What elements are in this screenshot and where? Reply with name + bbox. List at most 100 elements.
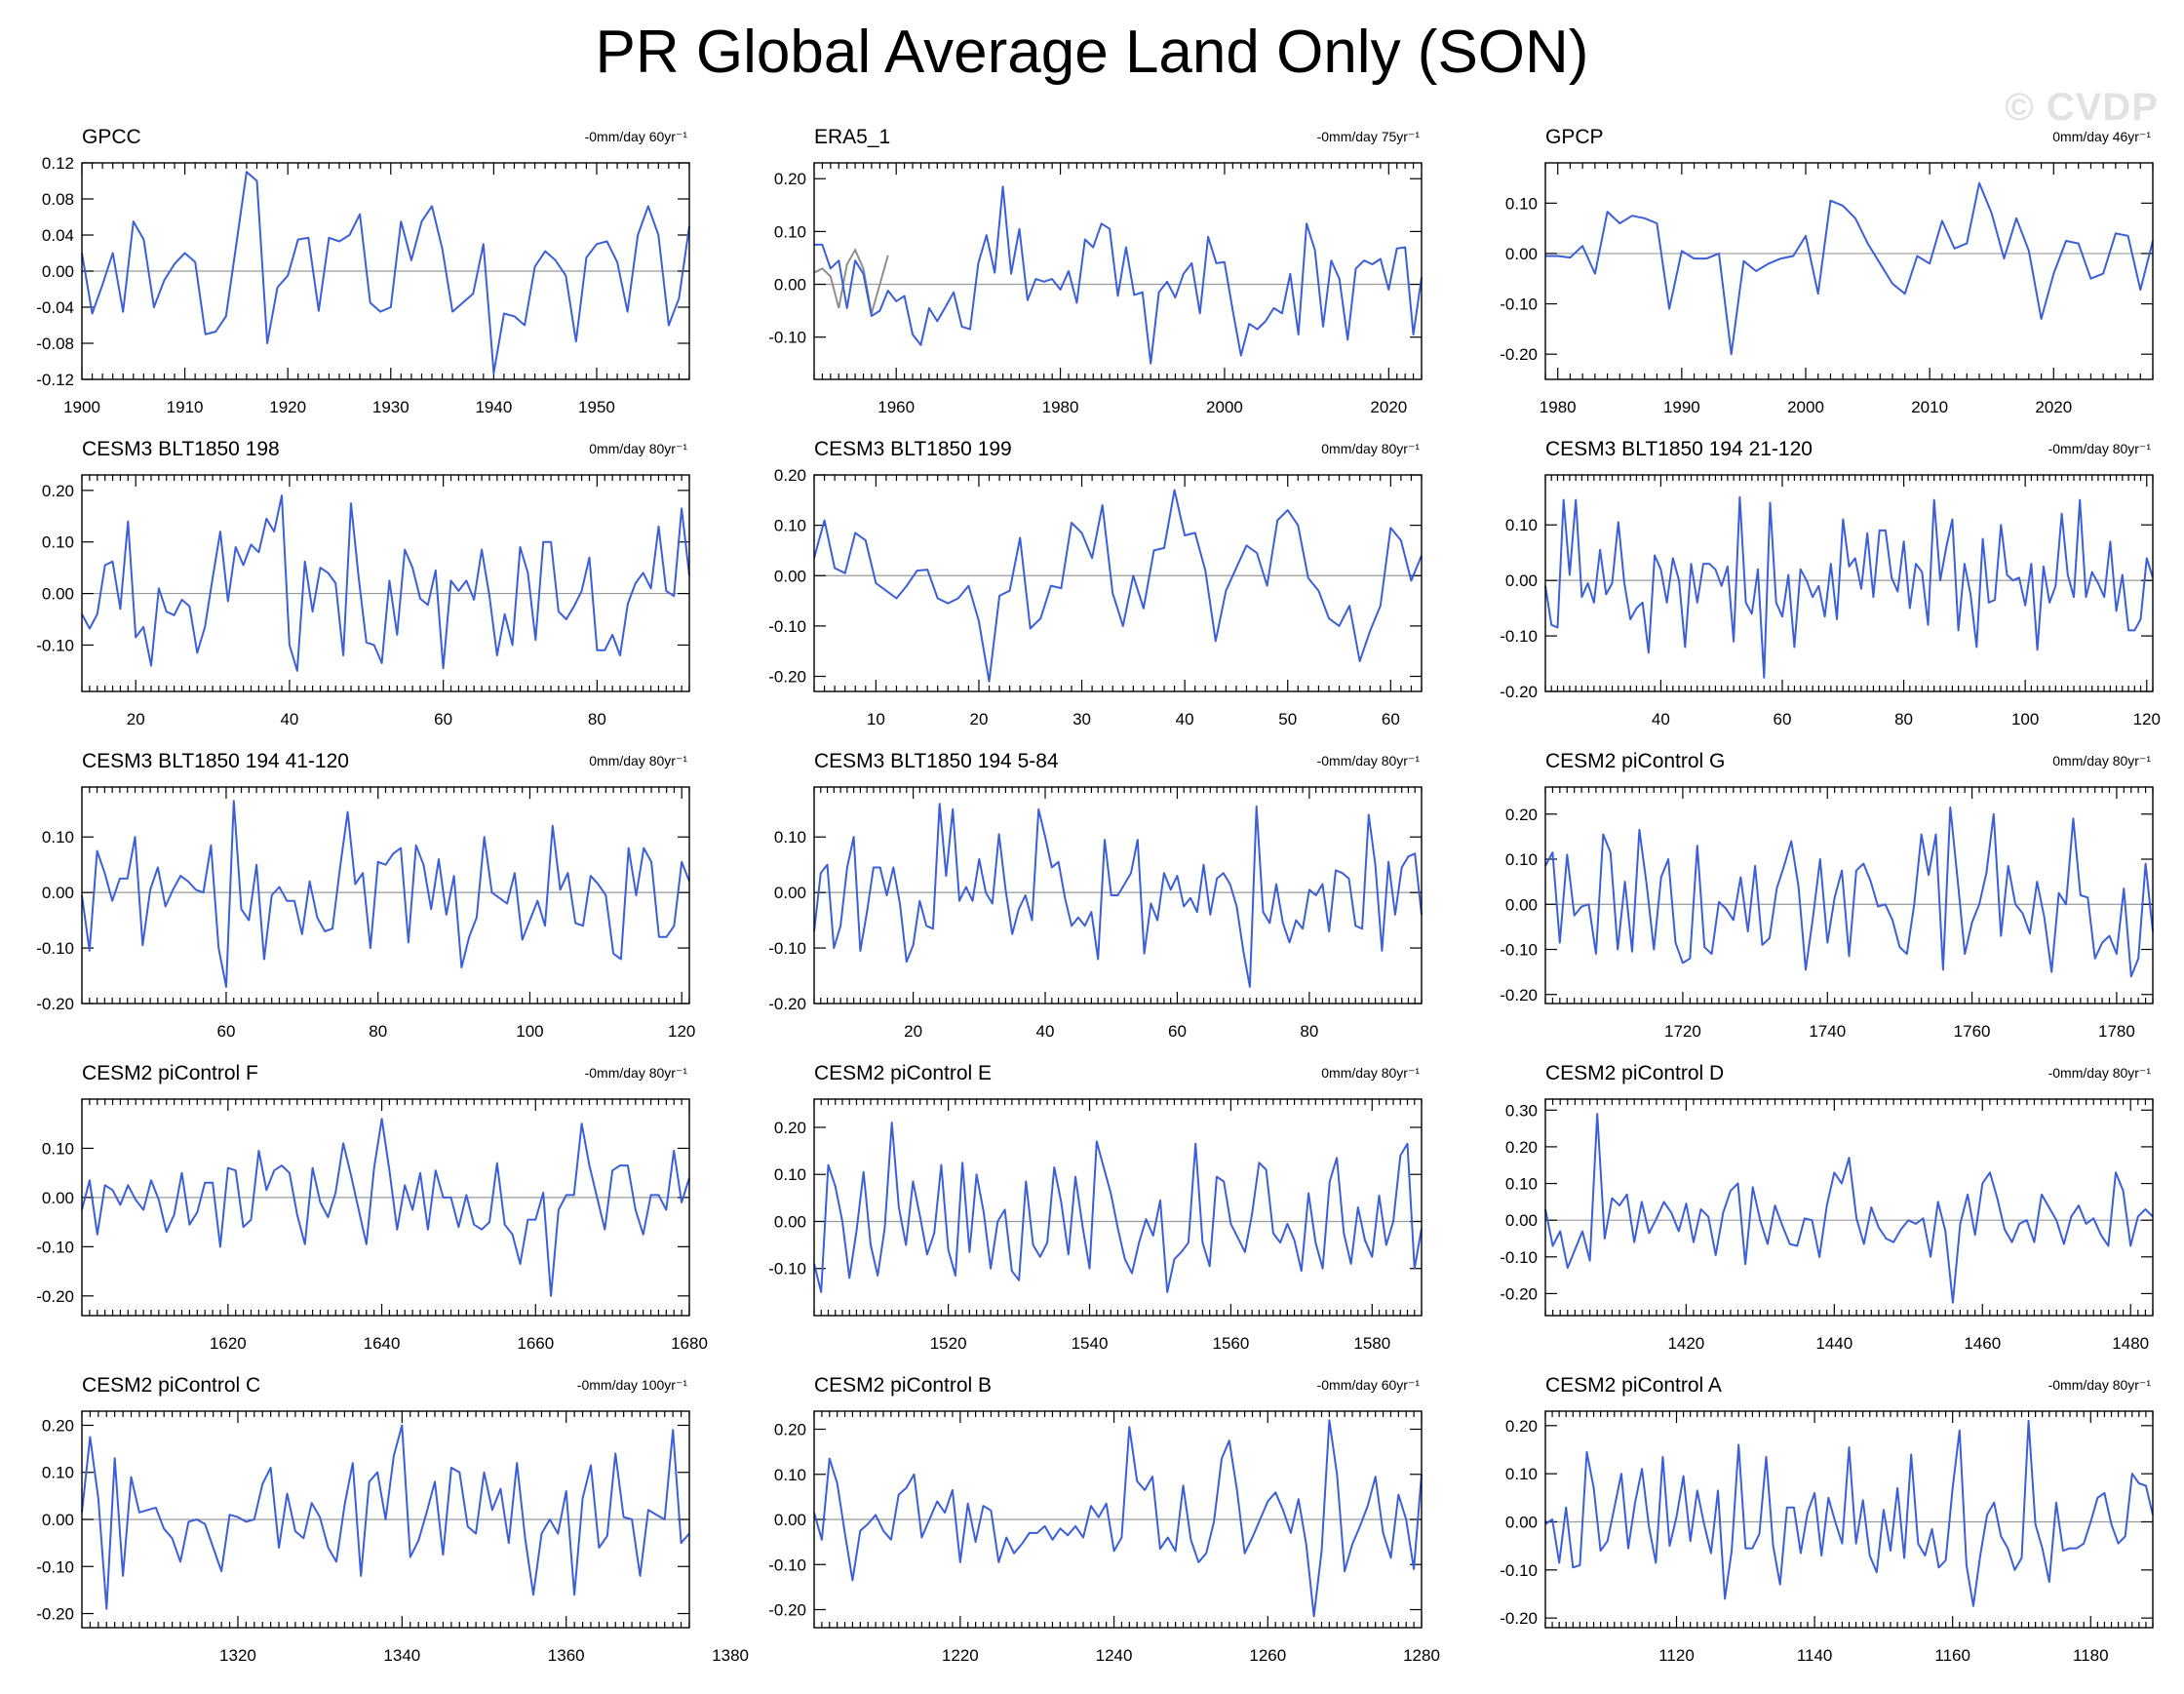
y-tick-label: -0.10 — [1500, 295, 1538, 314]
plot-frame — [81, 162, 690, 380]
y-tick-label: -0.20 — [1500, 1609, 1538, 1628]
y-tick-label: -0.10 — [768, 939, 806, 958]
x-tick-label: 40 — [280, 710, 298, 729]
panel-title: CESM3 BLT1850 199 — [814, 438, 1012, 460]
x-tick-label: 1990 — [1663, 398, 1700, 416]
panel-trend-label: -0mm/day 100yr⁻¹ — [577, 1377, 688, 1393]
y-tick-label: 0.10 — [774, 1466, 806, 1484]
panel-trend-label: 0mm/day 80yr⁻¹ — [589, 753, 687, 768]
x-tick-label: 1780 — [2098, 1022, 2135, 1041]
y-tick-label: 0.10 — [42, 533, 74, 552]
y-tick-label: 0.30 — [1505, 1101, 1538, 1120]
y-tick-label: 0.20 — [774, 1421, 806, 1439]
x-tick-label: 1680 — [671, 1334, 708, 1353]
x-tick-label: 100 — [516, 1022, 543, 1041]
panel-trend-label: -0mm/day 80yr⁻¹ — [2048, 1065, 2152, 1081]
panel-title: CESM3 BLT1850 194 5-84 — [814, 750, 1059, 772]
x-tick-label: 1160 — [1934, 1646, 1970, 1665]
series-line — [813, 1419, 1423, 1618]
y-tick-label: 0.10 — [1505, 1465, 1538, 1483]
y-tick-label: -0.20 — [36, 995, 74, 1013]
y-tick-label: 0.00 — [42, 1189, 74, 1207]
panel-trend-label: -0mm/day 80yr⁻¹ — [585, 1065, 688, 1081]
y-tick-label: -0.10 — [768, 1556, 806, 1574]
y-tick-label: 0.00 — [1505, 895, 1538, 914]
y-tick-label: 0.10 — [1505, 516, 1538, 534]
series-line — [813, 803, 1423, 988]
panel-title: CESM3 BLT1850 194 21-120 — [1545, 438, 1813, 460]
x-tick-label: 80 — [369, 1022, 387, 1041]
x-tick-label: 1460 — [1964, 1334, 2001, 1353]
x-tick-label: 40 — [1176, 710, 1194, 729]
plot-frame — [81, 474, 690, 692]
x-tick-label: 1720 — [1664, 1022, 1701, 1041]
panel-trend-label: -0mm/day 60yr⁻¹ — [585, 129, 688, 144]
panel-trend-label: 0mm/day 80yr⁻¹ — [1321, 441, 1420, 456]
panel-title: GPCC — [82, 126, 141, 148]
panel-trend-label: -0mm/day 80yr⁻¹ — [2048, 441, 2152, 456]
series-line — [814, 185, 1423, 365]
plot-frame — [1544, 1098, 2154, 1317]
x-tick-label: 60 — [1774, 710, 1792, 729]
y-tick-label: 0.10 — [42, 1139, 74, 1158]
x-tick-label: 1980 — [1042, 398, 1079, 416]
y-tick-label: -0.10 — [768, 617, 806, 636]
panel-title: CESM2 piControl A — [1545, 1374, 1722, 1397]
x-tick-label: 100 — [2011, 710, 2039, 729]
y-tick-label: 0.20 — [42, 482, 74, 500]
chart-panel: CESM2 piControl C -0mm/day 100yr⁻¹ 0.20 0.1… — [36, 1374, 749, 1665]
y-tick-label: 0.10 — [42, 828, 74, 847]
series-line — [1544, 495, 2154, 679]
cvdp-watermark: © CVDP — [2005, 86, 2159, 129]
y-tick-label: 0.08 — [42, 190, 74, 209]
x-tick-label: 1920 — [269, 398, 306, 416]
y-tick-label: 0.20 — [774, 170, 806, 188]
x-tick-label: 1910 — [167, 398, 204, 416]
chart-panel: CESM2 piControl D -0mm/day 80yr⁻¹ 0.30 0.20… — [1500, 1062, 2154, 1353]
x-tick-label: 20 — [127, 710, 145, 729]
x-tick-label: 1660 — [517, 1334, 554, 1353]
x-tick-label: 1120 — [1658, 1646, 1695, 1665]
series-line — [81, 494, 690, 672]
panel-title: GPCP — [1545, 126, 1604, 148]
panel-trend-label: -0mm/day 75yr⁻¹ — [1317, 129, 1421, 144]
x-tick-label: 80 — [1300, 1022, 1318, 1041]
y-tick-label: 0.00 — [1505, 1513, 1538, 1531]
y-tick-label: 0.10 — [774, 517, 806, 535]
y-tick-label: 0.20 — [42, 1416, 74, 1435]
y-tick-label: 0.00 — [1505, 571, 1538, 590]
panel-trend-label: 0mm/day 80yr⁻¹ — [589, 441, 687, 456]
y-tick-label: -0.20 — [1500, 986, 1538, 1005]
x-tick-label: 40 — [1652, 710, 1670, 729]
x-tick-label: 60 — [1382, 710, 1400, 729]
x-tick-label: 1440 — [1815, 1334, 1852, 1353]
y-tick-label: 0.00 — [42, 585, 74, 604]
x-tick-label: 1340 — [383, 1646, 420, 1665]
chart-panel: CESM3 BLT1850 194 5-84 -0mm/day 80yr⁻¹ 0.1… — [768, 750, 1423, 1041]
panel-trend-label: -0mm/day 60yr⁻¹ — [1317, 1377, 1421, 1393]
y-tick-label: 0.00 — [42, 1511, 74, 1529]
series-line — [1544, 1113, 2154, 1304]
y-tick-label: -0.10 — [768, 1260, 806, 1279]
y-tick-label: 0.10 — [1505, 850, 1538, 869]
series-line — [81, 800, 690, 988]
x-tick-label: 1930 — [372, 398, 410, 416]
chart-panel: GPCP 0mm/day 46yr⁻¹ 0.10 0.00 -0.10 -0.20 1980… — [1500, 126, 2154, 416]
plot-frame — [1544, 162, 2154, 380]
y-tick-label: 0.10 — [774, 222, 806, 241]
panel-trend-label: 0mm/day 46yr⁻¹ — [2052, 129, 2151, 144]
y-tick-label: 0.20 — [774, 466, 806, 485]
series-line — [1544, 806, 2154, 978]
x-tick-label: 1620 — [210, 1334, 247, 1353]
x-tick-label: 10 — [867, 710, 885, 729]
y-tick-label: -0.10 — [1500, 627, 1538, 646]
chart-panel: CESM2 piControl A -0mm/day 80yr⁻¹ 0.20 0.10… — [1500, 1374, 2154, 1665]
y-tick-label: -0.20 — [768, 995, 806, 1013]
panel-title: CESM3 BLT1850 198 — [82, 438, 280, 460]
panel-trend-label: 0mm/day 80yr⁻¹ — [1321, 1065, 1420, 1081]
plot-frame — [813, 1410, 1423, 1629]
y-tick-label: 0.00 — [774, 567, 806, 585]
y-tick-label: 0.20 — [1505, 1417, 1538, 1436]
plot-frame — [813, 1098, 1423, 1317]
x-tick-label: 1380 — [712, 1646, 749, 1665]
